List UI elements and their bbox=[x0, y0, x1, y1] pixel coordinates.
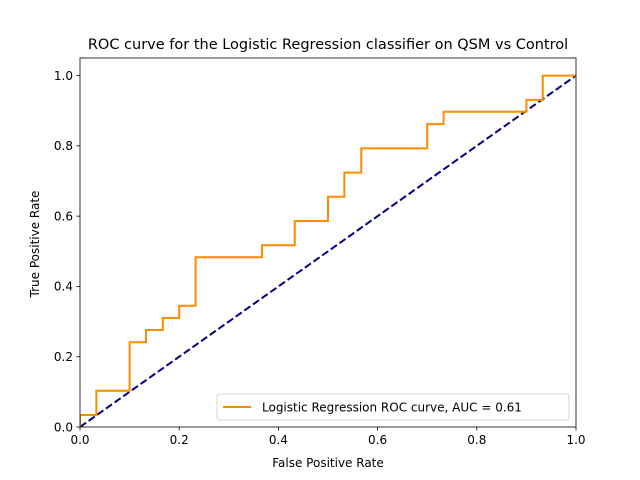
x-axis: 0.0 0.2 0.4 0.6 0.8 1.0 bbox=[70, 427, 586, 447]
plot-frame bbox=[79, 57, 577, 428]
y-tick-label: 1.0 bbox=[54, 69, 73, 83]
legend: Logistic Regression ROC curve, AUC = 0.6… bbox=[216, 393, 570, 421]
legend-label: Logistic Regression ROC curve, AUC = 0.6… bbox=[262, 401, 522, 415]
y-tick-label: 0.4 bbox=[54, 280, 73, 294]
y-tick-label: 0.6 bbox=[54, 209, 73, 223]
x-tick-label: 0.0 bbox=[70, 433, 89, 447]
y-axis: 0.0 0.2 0.4 0.6 0.8 1.0 bbox=[54, 69, 80, 434]
x-tick-label: 0.8 bbox=[467, 433, 486, 447]
series-layer bbox=[80, 74, 576, 427]
x-axis-label: False Positive Rate bbox=[272, 456, 384, 470]
roc-curve-line bbox=[80, 74, 576, 427]
x-tick-label: 0.6 bbox=[368, 433, 387, 447]
y-axis-label: True Positive Rate bbox=[28, 191, 42, 299]
plot-background bbox=[80, 58, 576, 427]
legend-box bbox=[216, 393, 570, 421]
chance-line bbox=[80, 74, 576, 427]
x-tick-label: 0.2 bbox=[170, 433, 189, 447]
plot-area bbox=[80, 58, 576, 427]
x-tick-label: 1.0 bbox=[566, 433, 585, 447]
y-tick-label: 0.0 bbox=[54, 420, 73, 434]
chart-title: ROC curve for the Logistic Regression cl… bbox=[88, 37, 568, 53]
x-tick-label: 0.4 bbox=[269, 433, 288, 447]
y-tick-label: 0.8 bbox=[54, 139, 73, 153]
y-tick-label: 0.2 bbox=[54, 350, 73, 364]
